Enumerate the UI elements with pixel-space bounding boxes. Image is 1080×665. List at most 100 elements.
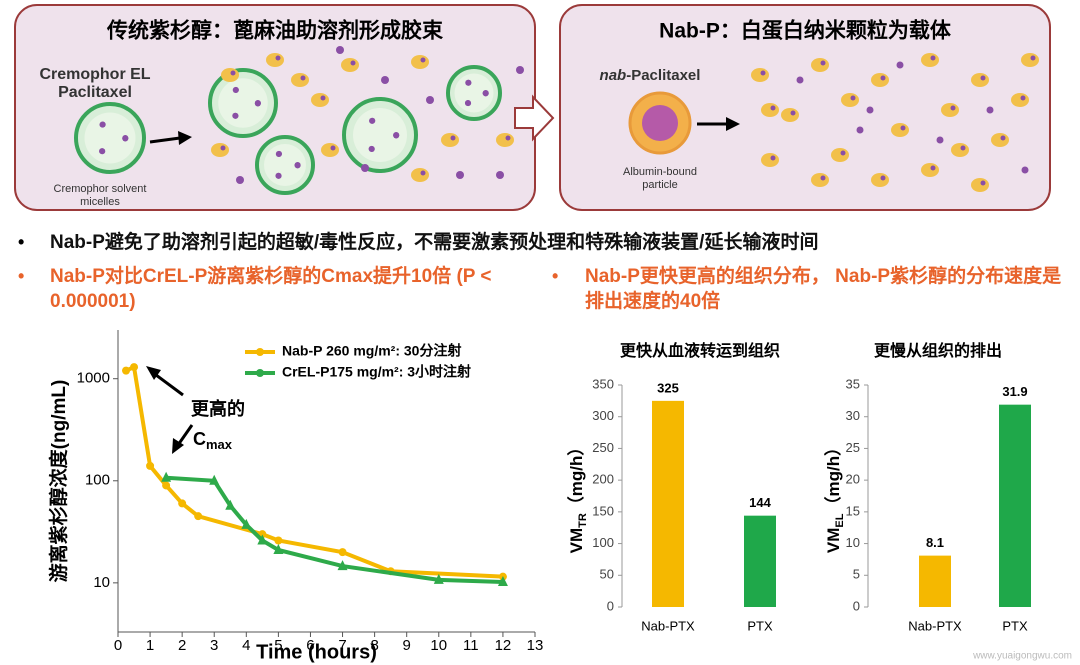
- x-tick-label: 5: [274, 637, 282, 654]
- illustration: [74, 46, 1039, 195]
- drug-dot: [350, 60, 356, 66]
- y-label-sub: EL: [834, 513, 846, 527]
- drug-dot: [294, 162, 301, 169]
- albumin: [221, 68, 239, 82]
- drug-dot: [232, 112, 239, 119]
- drug-dot: [866, 106, 874, 114]
- value-label: 31.9: [1002, 384, 1027, 399]
- drug-dot: [950, 105, 956, 111]
- point: [274, 536, 283, 545]
- drug-dot: [465, 79, 472, 86]
- x-tick-label: 10: [430, 637, 447, 654]
- drug-dot: [820, 60, 826, 66]
- y-tick-label: 10: [93, 574, 110, 591]
- drug-dot: [1000, 135, 1006, 141]
- bar: [919, 555, 951, 607]
- bullet-text: Nab-P更快更高的组织分布， Nab-P紫杉醇的分布速度是排出速度的40倍: [585, 266, 1062, 312]
- chart-title: 更快从血液转运到组织: [620, 341, 780, 360]
- annotation-arrow: [151, 370, 184, 397]
- y-tick-label: 300: [592, 408, 614, 423]
- drug-dot: [840, 150, 846, 156]
- albumin: [761, 153, 779, 167]
- drug-dot: [1030, 55, 1036, 61]
- arrow: [514, 94, 555, 142]
- x-tick-label: 7: [338, 637, 346, 654]
- annotation-sub: max: [206, 437, 233, 452]
- bullet-text: Nab-P对比CrEL-P游离紫杉醇的Cmax提升10倍 (P < 0.0000…: [50, 266, 492, 312]
- arrowhead: [178, 131, 192, 145]
- drug-dot: [368, 145, 375, 152]
- albumin: [871, 73, 889, 87]
- y-label-unit: （mg/h）: [566, 439, 586, 514]
- drug-dot: [464, 99, 471, 106]
- albumin: [991, 133, 1009, 147]
- point: [146, 461, 155, 470]
- x-tick-label: 9: [403, 637, 411, 654]
- drug-dot: [381, 76, 389, 84]
- albumin: [1021, 53, 1039, 67]
- drug-dot: [980, 180, 986, 186]
- drug-dot: [275, 172, 282, 179]
- point: [273, 543, 284, 554]
- albumin: [291, 73, 309, 87]
- albumin: [496, 133, 514, 147]
- drug-dot: [505, 135, 511, 141]
- drug-dot: [230, 70, 236, 76]
- micelle-core: [454, 73, 494, 113]
- drug-dot: [880, 75, 886, 81]
- panel-title: 传统紫杉醇：蓖麻油助溶剂形成胶束: [106, 19, 444, 43]
- x-tick-label: PTX: [747, 618, 773, 633]
- point: [257, 534, 268, 545]
- bullet: •: [18, 266, 25, 286]
- drug-dot: [99, 148, 106, 155]
- annotation-arrow: [176, 424, 194, 446]
- albumin: [341, 58, 359, 72]
- y-tick-label: 25: [846, 440, 860, 455]
- drug-dot: [986, 106, 994, 114]
- y-tick-label: 5: [853, 567, 860, 582]
- drug-dot: [896, 61, 904, 69]
- y-tick-label: 15: [846, 503, 860, 518]
- point: [161, 471, 172, 482]
- drug-dot: [960, 145, 966, 151]
- y-tick-label: 100: [85, 472, 110, 489]
- bullet-text: Nab-P避免了助溶剂引起的超敏/毒性反应，不需要激素预处理和特殊输液装置/延长…: [50, 232, 819, 253]
- drug-dot: [220, 145, 226, 151]
- x-axis-label: Time (hours): [256, 641, 377, 663]
- annotation: 更高的: [191, 398, 245, 419]
- y-tick-label: 150: [592, 503, 614, 518]
- y-tick-label: 200: [592, 472, 614, 487]
- bar: [744, 515, 776, 607]
- drug-dot: [482, 90, 489, 97]
- legend-marker: [256, 369, 264, 377]
- drug-dot: [369, 117, 376, 124]
- point: [433, 573, 444, 584]
- y-tick-label: 0: [607, 598, 614, 613]
- point: [194, 512, 203, 521]
- drug-dot: [99, 121, 106, 128]
- point: [178, 499, 187, 508]
- bar: [999, 404, 1031, 607]
- drug-dot: [850, 95, 856, 101]
- y-tick-label: 1000: [77, 370, 110, 387]
- bullet: •: [552, 266, 559, 286]
- y-tick-label: 250: [592, 440, 614, 455]
- watermark: www.yuaigongwu.com: [972, 651, 1072, 662]
- x-tick-label: 1: [146, 637, 154, 654]
- y-tick-label: 50: [600, 567, 614, 582]
- y-label-unit: （mg/h）: [823, 439, 843, 514]
- albumin: [941, 103, 959, 117]
- albumin: [781, 108, 799, 122]
- drug-dot: [900, 125, 906, 131]
- albumin: [871, 173, 889, 187]
- bullet: •: [18, 232, 25, 252]
- x-tick-label: 8: [370, 637, 378, 654]
- y-label-main: VM: [824, 528, 843, 554]
- panel-label: nab-Paclitaxel: [600, 67, 701, 84]
- panel-label: Paclitaxel: [58, 84, 132, 101]
- y-axis-label: VMEL（mg/h）: [823, 439, 845, 553]
- drug-dot: [760, 70, 766, 76]
- y-tick-label: 20: [846, 472, 860, 487]
- panel-caption: micelles: [80, 196, 120, 208]
